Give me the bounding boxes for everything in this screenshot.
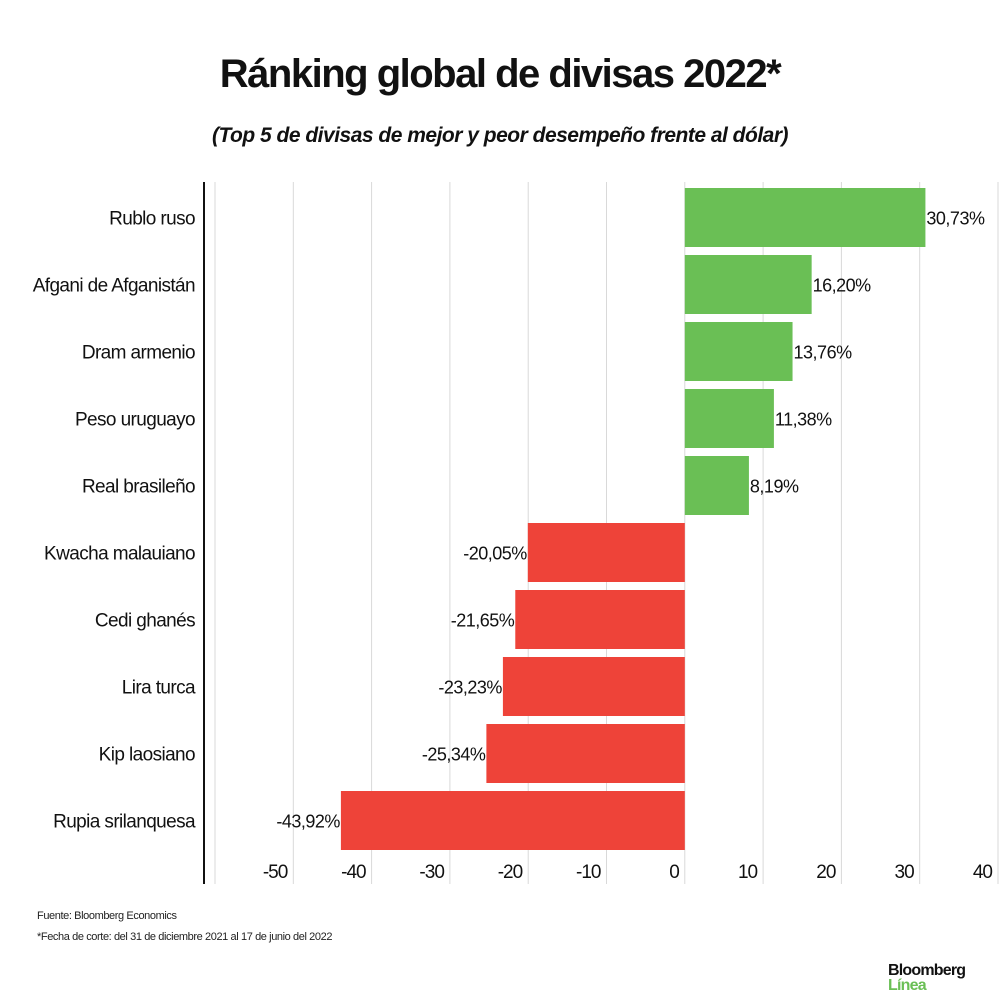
x-tick-label: -20 <box>498 862 523 883</box>
logo-line1: Bloomberg <box>888 962 966 979</box>
x-tick-label: 20 <box>816 862 836 883</box>
chart-subtitle: (Top 5 de divisas de mejor y peor desemp… <box>211 124 789 147</box>
bar <box>502 657 685 716</box>
x-tick-label: 40 <box>973 862 993 883</box>
bar <box>486 724 685 783</box>
x-tick-label: 0 <box>669 862 679 883</box>
bar <box>515 590 685 649</box>
category-label: Kwacha malauiano <box>44 544 195 565</box>
data-label: -25,34% <box>422 745 486 765</box>
x-tick-label: -10 <box>576 862 601 883</box>
logo-line2: Línea <box>888 977 927 994</box>
data-label: -21,65% <box>451 611 515 631</box>
x-tick-label: -50 <box>263 862 288 883</box>
x-tick-label: 10 <box>738 862 758 883</box>
x-tick-label: -30 <box>419 862 444 883</box>
category-label: Lira turca <box>122 678 196 699</box>
bar <box>527 523 685 582</box>
category-label: Peso uruguayo <box>75 410 195 431</box>
data-label: 16,20% <box>813 276 872 296</box>
bloomberg-linea-logo: Bloomberg Línea <box>888 962 966 994</box>
category-label: Kip laosiano <box>99 745 195 766</box>
data-label: -23,23% <box>438 678 502 698</box>
data-label: 8,19% <box>750 477 799 497</box>
bar <box>684 188 926 247</box>
data-label: 13,76% <box>794 343 853 363</box>
data-label: -20,05% <box>463 544 527 564</box>
category-label: Real brasileño <box>82 477 195 498</box>
source-note: Fuente: Bloomberg Economics <box>37 910 177 922</box>
bar <box>684 255 812 314</box>
category-label: Afgani de Afganistán <box>33 276 195 297</box>
x-tick-label: -40 <box>341 862 366 883</box>
category-label: Dram armenio <box>82 343 195 364</box>
bar <box>684 456 749 515</box>
data-label: -43,92% <box>276 812 340 832</box>
category-label: Rublo ruso <box>109 209 195 230</box>
category-label: Rupia srilanquesa <box>53 812 196 833</box>
x-tick-label: 30 <box>895 862 915 883</box>
data-label: 30,73% <box>926 209 985 229</box>
bar <box>340 791 685 850</box>
bar <box>684 322 793 381</box>
category-label: Cedi ghanés <box>95 611 195 632</box>
date-note: *Fecha de corte: del 31 de diciembre 202… <box>37 931 333 943</box>
bar <box>684 389 774 448</box>
chart-title: Ránking global de divisas 2022* <box>219 52 782 96</box>
data-label: 11,38% <box>775 410 832 430</box>
